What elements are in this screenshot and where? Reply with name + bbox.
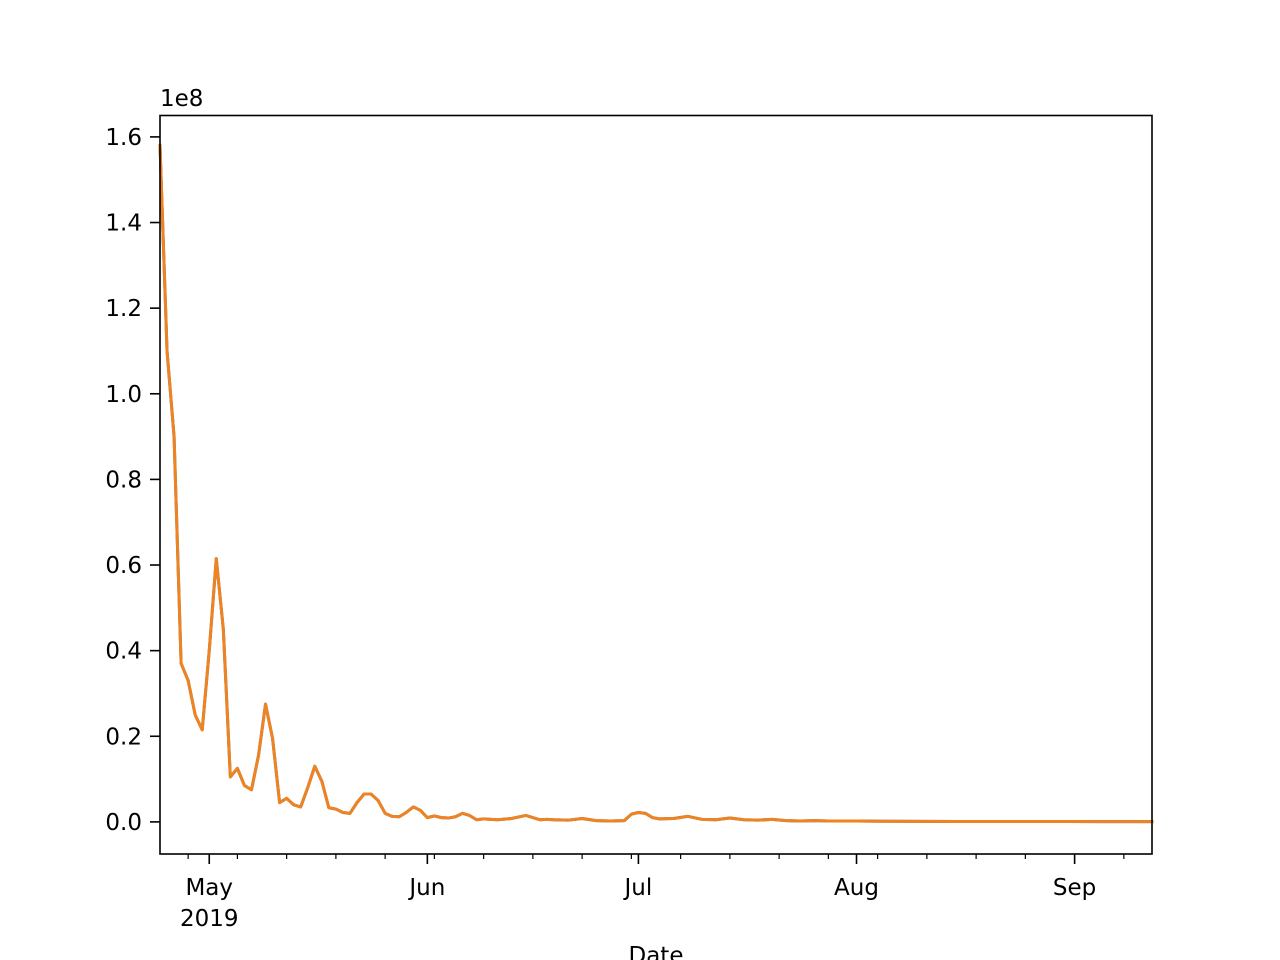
x-axis-label: Date (629, 943, 684, 960)
x-tick-label: Aug (834, 875, 879, 901)
series-layer (158, 143, 1154, 824)
x-tick-label: May (185, 875, 233, 901)
y-offset-label: 1e8 (160, 86, 203, 112)
y-tick-label: 1.4 (105, 211, 142, 237)
y-axis: 0.0 0.2 0.4 0.6 0.8 1.0 1.2 1.4 1.6 (105, 125, 160, 836)
y-tick-label: 1.2 (105, 296, 142, 322)
y-tick-label: 0.0 (105, 810, 142, 836)
x-axis: May 2019 Jun Jul Aug Sep (180, 854, 1125, 932)
plot-frame (159, 114, 1153, 855)
x-tick-sublabel: 2019 (180, 906, 239, 932)
x-tick-label: Jun (407, 875, 445, 901)
y-tick-label: 0.2 (105, 724, 142, 750)
y-tick-label: 1.6 (105, 125, 142, 151)
y-tick-label: 1.0 (105, 382, 142, 408)
y-tick-label: 0.8 (105, 467, 142, 493)
y-tick-label: 0.6 (105, 553, 142, 579)
x-tick-label: Jul (623, 875, 653, 901)
x-tick-label: Sep (1053, 875, 1096, 901)
y-tick-label: 0.4 (105, 639, 142, 665)
series-line-1 (158, 143, 1154, 824)
